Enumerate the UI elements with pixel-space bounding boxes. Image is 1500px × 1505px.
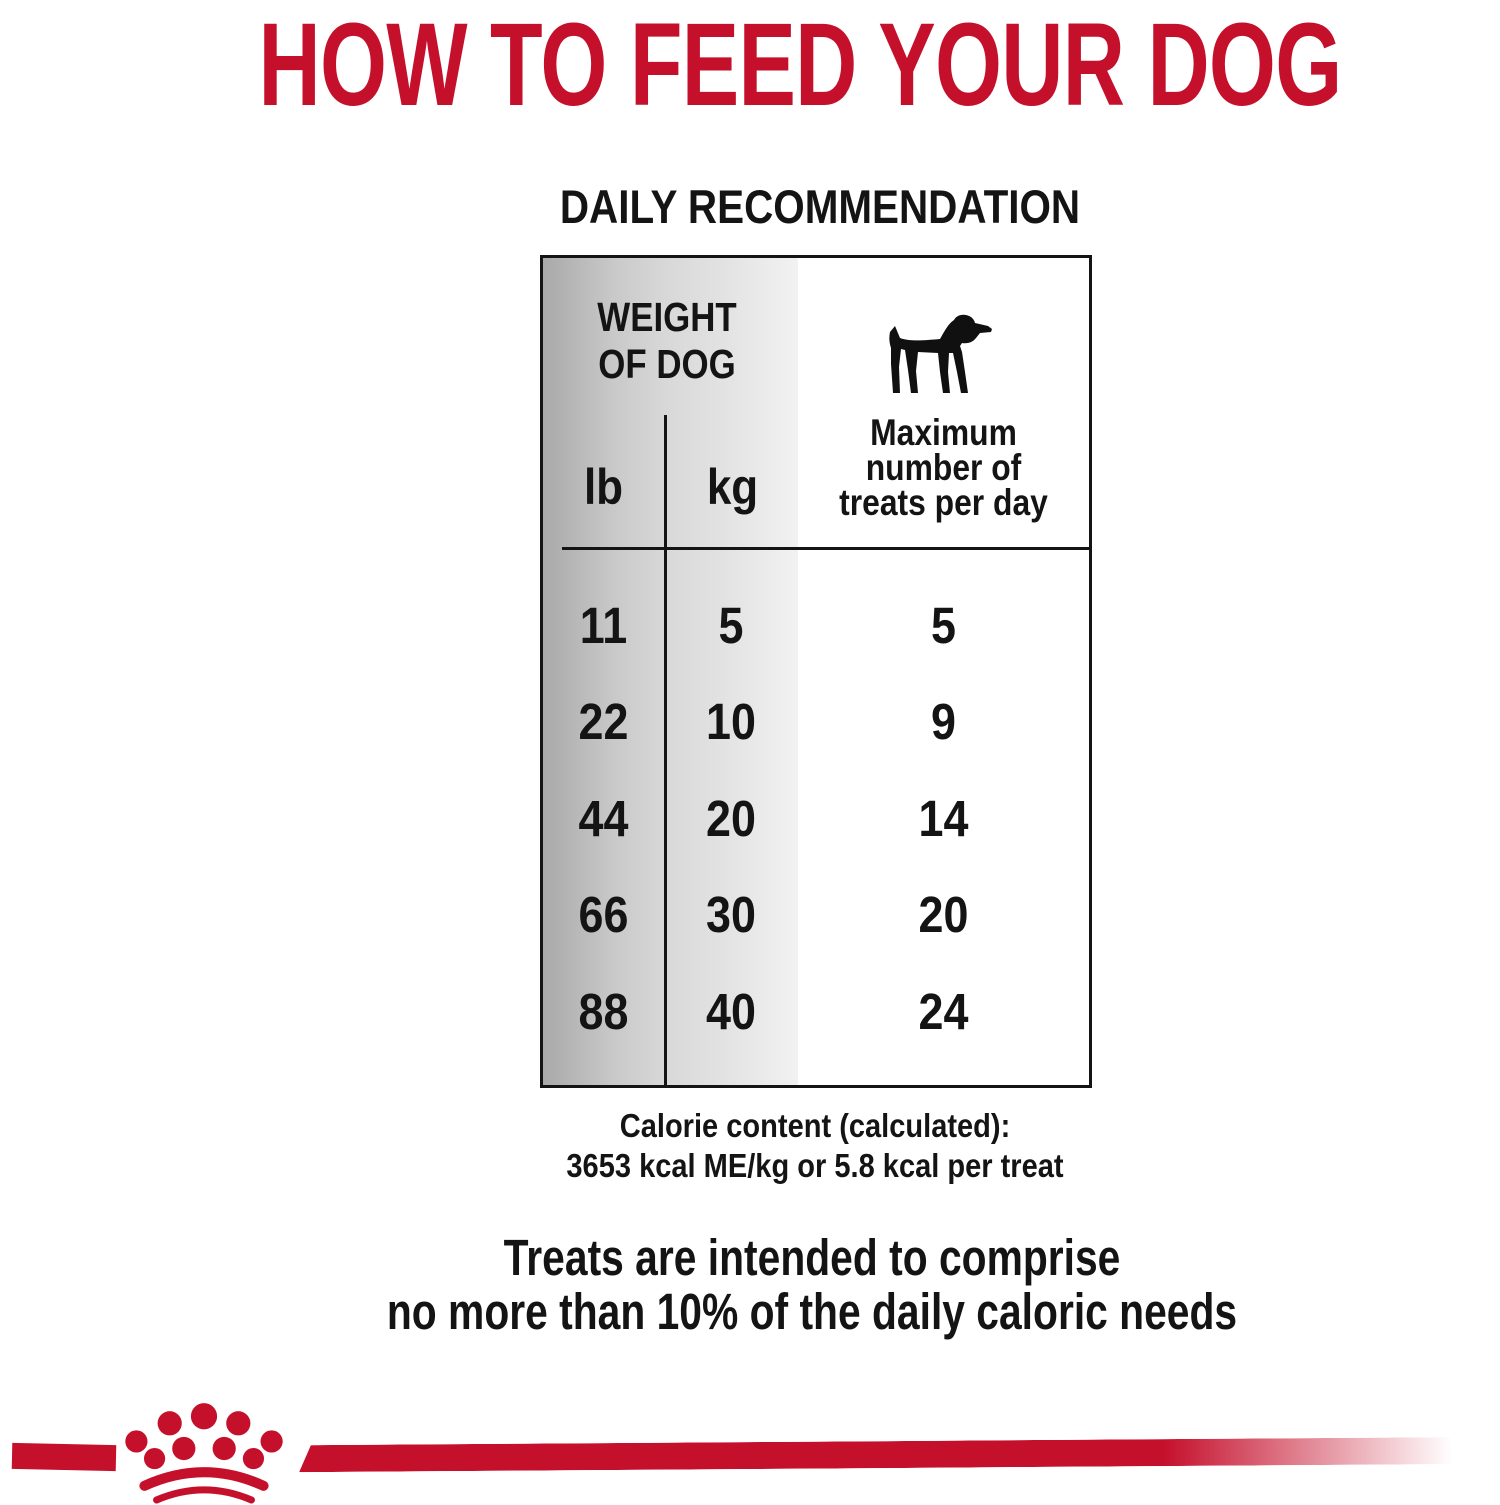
page-title: HOW TO FEED YOUR DOG <box>258 0 1343 131</box>
kg-value: 20 <box>706 789 756 847</box>
lb-value: 11 <box>579 596 628 654</box>
lb-value: 22 <box>578 693 629 751</box>
treats-footnote: Treats are intended to comprise no more … <box>386 1229 1238 1340</box>
column-header-kg: kg <box>706 459 759 515</box>
treats-value: 14 <box>918 789 969 847</box>
section-heading: DAILY RECOMMENDATION <box>559 180 1081 233</box>
dog-silhouette-icon <box>889 314 992 393</box>
weight-of-dog-header: WEIGHT OF DOG <box>597 294 737 387</box>
treats-value: 9 <box>931 693 956 751</box>
treats-value: 20 <box>918 886 969 944</box>
table-row: 44 20 14 <box>543 770 1089 867</box>
header-separator-line <box>562 547 1089 550</box>
table-row: 88 40 24 <box>543 963 1089 1060</box>
footer-red-band-right <box>299 1437 1500 1472</box>
table-rows: 11 5 5 22 10 9 44 20 14 66 30 20 88 40 2… <box>543 577 1089 1060</box>
treats-value: 24 <box>918 982 969 1040</box>
weight-gradient-panel <box>543 258 798 1085</box>
daily-recommendation-table: WEIGHT OF DOG lb kg Maximum number of tr… <box>540 255 1092 1088</box>
kg-value: 5 <box>718 596 744 654</box>
table-row: 66 30 20 <box>543 867 1089 964</box>
kg-value: 10 <box>706 693 756 751</box>
column-header-lb: lb <box>583 459 624 515</box>
lb-kg-divider-line <box>664 415 667 1085</box>
treats-value: 5 <box>931 596 956 654</box>
lb-value: 66 <box>578 886 629 944</box>
table-row: 11 5 5 <box>543 577 1089 674</box>
kg-value: 40 <box>706 982 756 1040</box>
table-row: 22 10 9 <box>543 674 1089 771</box>
footer-red-band-left <box>11 1442 117 1472</box>
calorie-content-note: Calorie content (calculated): 3653 kcal … <box>566 1107 1064 1184</box>
treats-per-day-header: Maximum number of treats per day <box>839 412 1048 523</box>
royal-canin-crown-icon <box>125 1403 283 1504</box>
lb-value: 44 <box>578 789 629 847</box>
kg-value: 30 <box>706 886 756 944</box>
lb-value: 88 <box>578 982 629 1040</box>
